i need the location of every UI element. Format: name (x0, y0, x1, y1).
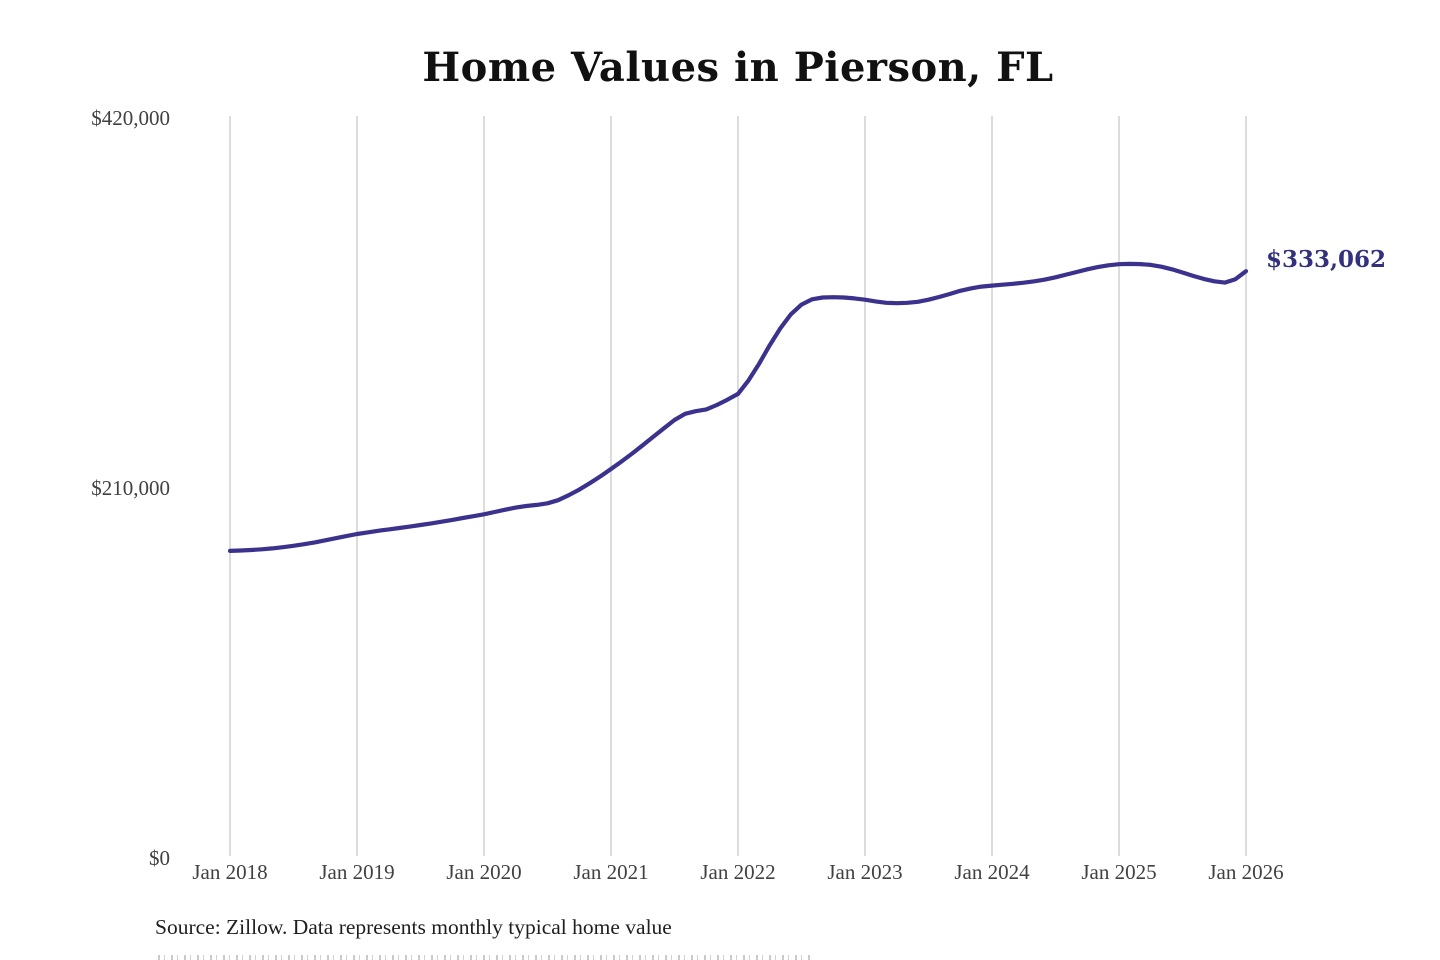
x-tick-label: Jan 2026 (1208, 860, 1284, 884)
home-value-line (227, 261, 1249, 553)
y-tick-label: $0 (149, 846, 170, 870)
x-tick-label: Jan 2018 (192, 860, 268, 884)
x-tick-label: Jan 2021 (573, 860, 649, 884)
latest-value-label: $333,062 (1266, 246, 1387, 273)
source-note: Source: Zillow. Data represents monthly … (155, 915, 672, 939)
x-tick-label: Jan 2020 (446, 860, 522, 884)
clipped-bottom-text-remnant (158, 955, 810, 960)
y-tick-label: $210,000 (91, 476, 170, 500)
x-tick-label: Jan 2024 (954, 860, 1030, 884)
y-tick-label: $420,000 (91, 106, 170, 130)
chart-title: Home Values in Pierson, FL (422, 44, 1054, 91)
x-tick-label: Jan 2025 (1081, 860, 1157, 884)
x-tick-label: Jan 2019 (319, 860, 395, 884)
x-tick-label: Jan 2022 (700, 860, 776, 884)
x-tick-label: Jan 2023 (827, 860, 903, 884)
